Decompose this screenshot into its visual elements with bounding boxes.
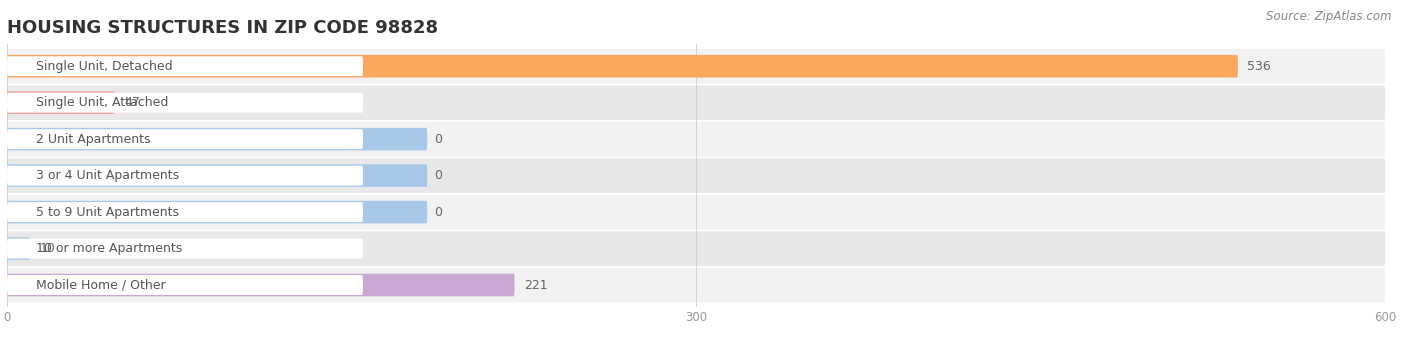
Text: HOUSING STRUCTURES IN ZIP CODE 98828: HOUSING STRUCTURES IN ZIP CODE 98828	[7, 19, 439, 37]
FancyBboxPatch shape	[7, 237, 30, 260]
Text: 0: 0	[434, 133, 441, 146]
FancyBboxPatch shape	[7, 122, 1385, 157]
Text: 3 or 4 Unit Apartments: 3 or 4 Unit Apartments	[35, 169, 179, 182]
FancyBboxPatch shape	[7, 239, 363, 258]
Text: 47: 47	[124, 96, 141, 109]
FancyBboxPatch shape	[7, 91, 115, 114]
Text: 0: 0	[434, 206, 441, 219]
FancyBboxPatch shape	[7, 164, 427, 187]
Text: Source: ZipAtlas.com: Source: ZipAtlas.com	[1267, 10, 1392, 23]
Text: 10 or more Apartments: 10 or more Apartments	[35, 242, 181, 255]
FancyBboxPatch shape	[7, 275, 363, 295]
FancyBboxPatch shape	[7, 158, 1385, 193]
Text: 536: 536	[1247, 60, 1271, 73]
Text: 5 to 9 Unit Apartments: 5 to 9 Unit Apartments	[35, 206, 179, 219]
Text: 0: 0	[434, 169, 441, 182]
Text: Single Unit, Attached: Single Unit, Attached	[35, 96, 167, 109]
Text: Single Unit, Detached: Single Unit, Detached	[35, 60, 172, 73]
Text: 221: 221	[524, 279, 547, 292]
Text: 2 Unit Apartments: 2 Unit Apartments	[35, 133, 150, 146]
FancyBboxPatch shape	[7, 128, 427, 150]
FancyBboxPatch shape	[7, 274, 515, 296]
FancyBboxPatch shape	[7, 49, 1385, 84]
FancyBboxPatch shape	[7, 129, 363, 149]
FancyBboxPatch shape	[7, 201, 427, 223]
FancyBboxPatch shape	[7, 85, 1385, 120]
FancyBboxPatch shape	[7, 268, 1385, 302]
FancyBboxPatch shape	[7, 195, 1385, 229]
FancyBboxPatch shape	[7, 231, 1385, 266]
FancyBboxPatch shape	[7, 55, 1237, 77]
FancyBboxPatch shape	[7, 56, 363, 76]
FancyBboxPatch shape	[7, 202, 363, 222]
Text: 10: 10	[39, 242, 55, 255]
Text: Mobile Home / Other: Mobile Home / Other	[35, 279, 165, 292]
FancyBboxPatch shape	[7, 166, 363, 186]
FancyBboxPatch shape	[7, 93, 363, 113]
